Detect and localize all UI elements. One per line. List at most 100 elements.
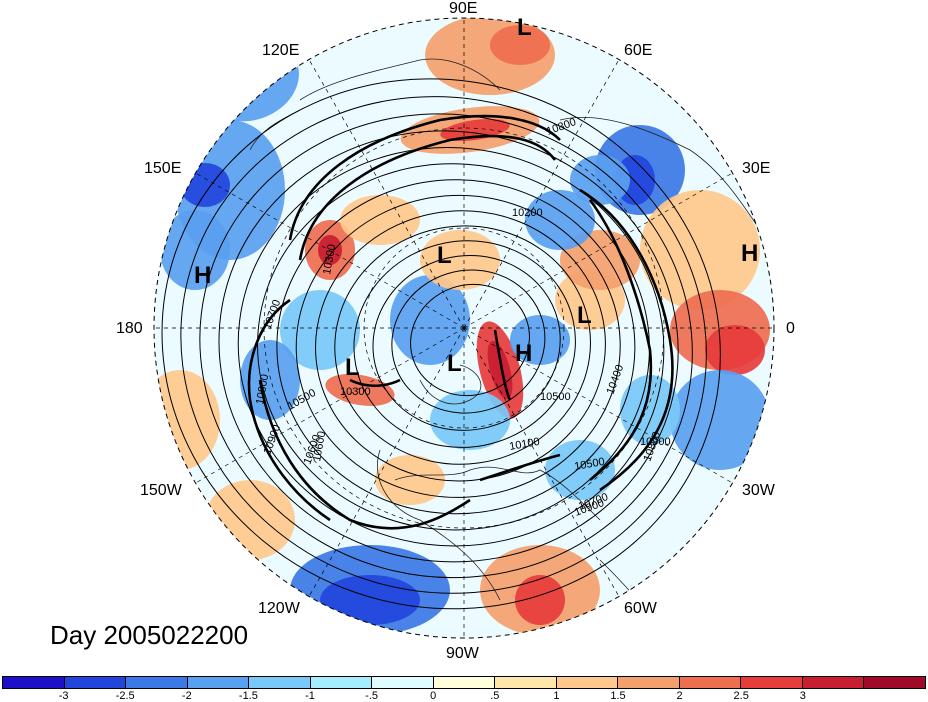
map-boundary <box>153 17 775 639</box>
colorbar-segment <box>310 677 373 688</box>
colorbar-tick-label: -2 <box>181 690 192 702</box>
graticule <box>154 18 774 638</box>
lon-label-120w: 120W <box>258 600 300 617</box>
meridian-line <box>195 327 465 484</box>
colorbar-segment <box>556 677 619 688</box>
lon-label-90w: 90W <box>446 645 479 662</box>
colorbar-segment <box>64 677 127 688</box>
colorbar-tick-label: .5 <box>490 690 500 702</box>
colorbar-tick-label: 2.5 <box>733 690 749 702</box>
jet-contour <box>493 329 512 401</box>
colorbar-segment <box>741 677 803 688</box>
anomaly-patch <box>670 370 770 470</box>
height-contour <box>334 225 591 465</box>
anomaly-patch <box>375 455 445 505</box>
colorbar-tick-labels: -3 -2.5 -2 -1.5 -1 -.5 0 .5 1 1.5 2 2.5 3 <box>2 690 926 702</box>
anomaly-patch <box>510 315 570 365</box>
lon-label-120e: 120E <box>262 42 300 59</box>
jet-contour <box>247 298 331 522</box>
geopotential-height-contours <box>161 78 721 610</box>
lon-label-90e: 90E <box>449 0 478 17</box>
anomaly-patch <box>240 340 300 420</box>
height-contour <box>372 254 561 431</box>
lon-label-0: 0 <box>786 320 795 337</box>
lon-label-60w: 60W <box>624 600 657 617</box>
colorbar-tick-label: 0 <box>430 690 437 702</box>
colorbar-segment <box>3 677 65 688</box>
anomaly-patch <box>205 480 295 560</box>
lon-label-60e: 60E <box>624 42 653 59</box>
height-contour <box>218 130 679 563</box>
lon-label-30e: 30E <box>742 160 771 177</box>
meridian-line <box>308 59 465 329</box>
colorbar-tick-label: -.5 <box>365 690 379 702</box>
anomaly-patch <box>640 190 760 310</box>
height-contour <box>237 147 665 547</box>
height-contour <box>199 113 693 579</box>
colorbar-tick-label: -3 <box>58 690 69 702</box>
anomaly-patch <box>420 230 500 290</box>
contour-label: 10200 <box>512 207 543 219</box>
colorbar <box>2 676 926 689</box>
lon-label-150w: 150W <box>140 482 182 499</box>
jet-contour <box>258 379 471 530</box>
meridian-line <box>463 172 733 329</box>
meridian-line <box>463 327 620 597</box>
contour-label: 10900 <box>640 436 671 448</box>
height-contour <box>180 96 707 594</box>
pressure-center-l-upper-center: L <box>437 242 452 269</box>
jet-stream-contours <box>247 114 674 530</box>
colorbar-segment <box>249 677 311 688</box>
pressure-center-l-center: L <box>447 350 462 377</box>
parallel-line <box>263 127 665 529</box>
pressure-center-l-center-right: L <box>577 302 592 329</box>
anomaly-patch <box>325 374 395 406</box>
contour-label: 10100 <box>508 436 540 453</box>
anomaly-patch <box>430 390 510 450</box>
anomaly-patch <box>705 325 765 375</box>
coastline <box>377 449 501 601</box>
colorbar-tick-label: 3 <box>799 690 806 702</box>
colorbar-segment <box>495 677 557 688</box>
parallel-line <box>363 227 565 429</box>
anomaly-patch <box>490 25 550 65</box>
meridian-line <box>463 327 733 484</box>
colorbar-segment <box>433 677 496 688</box>
anomaly-patch <box>154 370 220 470</box>
pressure-center-h-center: H <box>515 340 533 367</box>
anomaly-patch <box>560 230 640 290</box>
meridian-line <box>463 59 620 329</box>
lon-label-150e: 150E <box>144 160 182 177</box>
anomaly-patch <box>320 575 420 625</box>
colorbar-tick-label: 1 <box>553 690 560 702</box>
jet-contour <box>349 378 401 388</box>
contour-label: 10500 <box>573 456 605 473</box>
colorbar-tick-label: -2.5 <box>115 690 135 702</box>
jet-contour <box>579 188 674 492</box>
jet-contour <box>298 134 557 261</box>
colorbar-tick-label: -1.5 <box>238 690 258 702</box>
pressure-center-h-left: H <box>194 262 212 289</box>
colorbar-segment <box>187 677 250 688</box>
colorbar-segment <box>864 677 925 688</box>
anomaly-patch <box>515 575 565 625</box>
lon-label-30w: 30W <box>742 482 775 499</box>
colorbar-tick-label: 1.5 <box>610 690 626 702</box>
anomaly-patch <box>318 235 342 265</box>
anomaly-patch <box>160 210 230 290</box>
height-contour <box>295 194 621 498</box>
contour-label: 10300 <box>340 386 371 398</box>
coastline <box>419 364 482 405</box>
colorbar-tick-label: 2 <box>676 690 683 702</box>
contour-label: 10500 <box>540 391 571 403</box>
jet-contour <box>288 114 561 241</box>
contour-label: 10800 <box>254 373 271 405</box>
meridian-line <box>308 327 465 597</box>
height-contour <box>391 269 546 414</box>
pressure-center-h-right: H <box>741 240 759 267</box>
meridian-line <box>195 172 465 329</box>
colorbar-segment <box>618 677 680 688</box>
lon-label-180: 180 <box>116 320 143 337</box>
colorbar-segment <box>126 677 188 688</box>
